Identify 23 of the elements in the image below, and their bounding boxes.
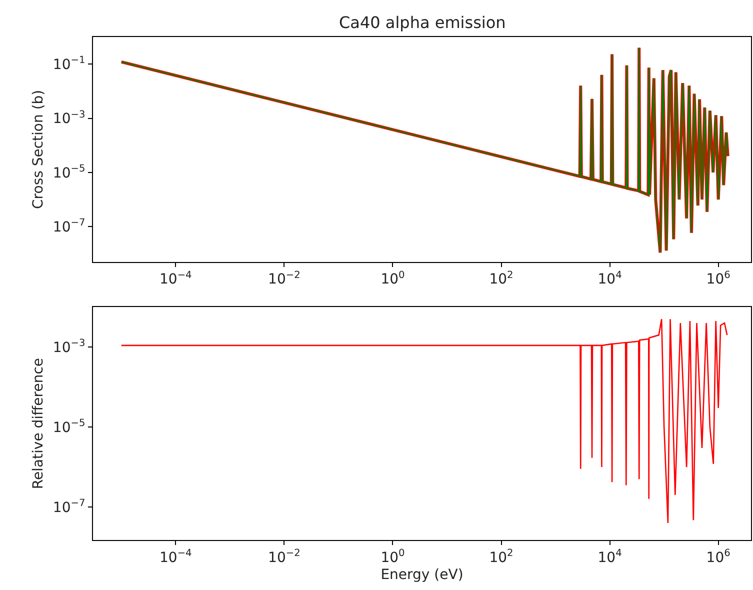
x-tick-label: 10$^{−4}$ [160,548,192,566]
x-axis-title: Energy (eV) [380,567,464,584]
y-tick-label: 10$^{−7}$ [52,218,86,236]
x-tick-label: 10$^{−2}$ [268,270,300,288]
y-tick-label: 10$^{−3}$ [52,109,86,128]
x-tick-label: 10$^{2}$ [489,548,514,566]
x-tick-label: 10$^{6}$ [706,270,730,288]
y-axis-title: Relative difference [30,358,47,490]
x-tick-label: 10$^{0}$ [380,548,405,566]
y-tick-label: 10$^{−3}$ [52,338,86,356]
x-tick-label: 10$^{0}$ [380,270,405,288]
chart-title: Ca40 alpha emission [339,13,506,32]
y-tick-label: 10$^{−7}$ [52,498,86,516]
x-tick-label: 10$^{6}$ [706,548,730,566]
x-tick-label: 10$^{4}$ [598,270,622,288]
x-tick-label: 10$^{−4}$ [160,270,192,288]
y-axis-title: Cross Section (b) [30,90,47,209]
x-tick-label: 10$^{4}$ [598,548,622,566]
x-tick-label: 10$^{2}$ [489,270,514,288]
x-tick-label: 10$^{−2}$ [268,548,300,566]
y-tick-label: 10$^{−1}$ [52,55,86,73]
y-tick-label: 10$^{−5}$ [52,163,86,182]
y-tick-label: 10$^{−5}$ [52,418,86,436]
